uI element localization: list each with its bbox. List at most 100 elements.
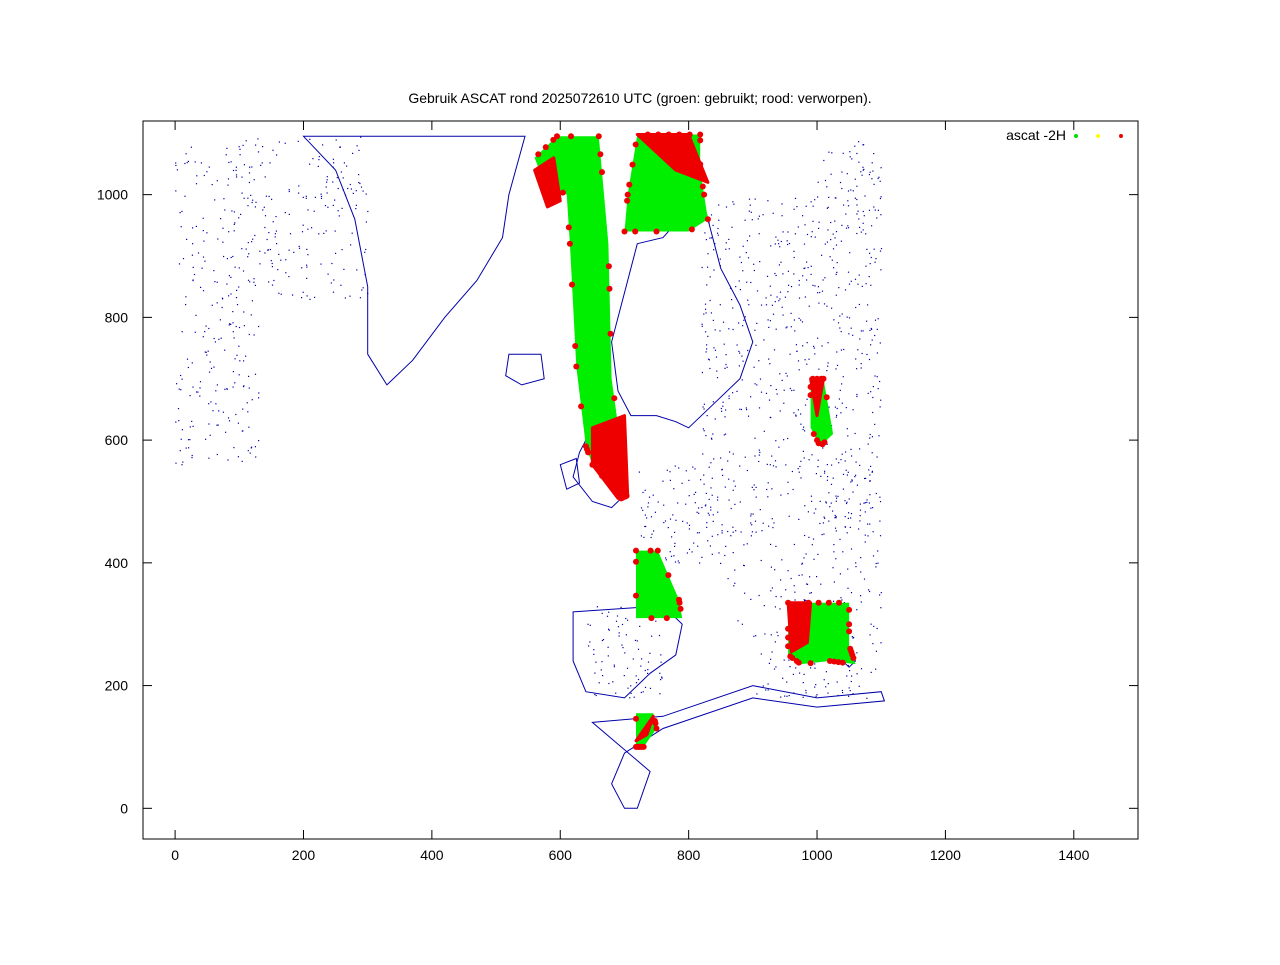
coastline-dot <box>798 279 800 282</box>
coastline-dot <box>775 666 777 668</box>
coastline-dot <box>706 344 708 346</box>
coastline-dot <box>753 484 755 486</box>
coastline-dot <box>762 685 764 687</box>
coastline-dot <box>191 254 193 256</box>
coastline-dot <box>806 583 809 585</box>
coastline-dot <box>746 240 748 242</box>
coastline-dot <box>877 550 879 552</box>
coastline-dot <box>850 680 852 683</box>
coastline-dot <box>622 647 624 649</box>
coastline-dot <box>763 430 765 432</box>
coastline-dot <box>802 428 804 431</box>
coastline-dot <box>722 474 724 476</box>
coastline-dot <box>854 145 856 147</box>
coastline-dot <box>802 275 804 277</box>
rejected-point <box>633 715 639 722</box>
coastline-dot <box>805 553 807 555</box>
used-swath-biscay <box>636 550 683 619</box>
coastline-dot <box>711 553 713 555</box>
coastline-dot <box>778 243 780 245</box>
coastline-dot <box>701 323 703 325</box>
coastline-dot <box>741 355 743 357</box>
rejected-point <box>807 660 814 667</box>
coastline-dot <box>232 255 234 258</box>
coastline-dot <box>189 395 191 397</box>
coastline-dot <box>869 634 871 636</box>
coastline-dot <box>335 252 337 254</box>
coastline-dot <box>365 193 367 195</box>
coastline-dot <box>753 269 755 272</box>
coastline-dot <box>798 471 800 473</box>
coastline-dot <box>236 289 238 291</box>
coastline-dot <box>879 250 882 252</box>
coastline-dot <box>261 162 263 164</box>
coastline-dot <box>779 373 781 375</box>
coastline-dot <box>248 387 250 389</box>
coastline-outline <box>591 685 886 809</box>
coastline-dot <box>243 385 245 387</box>
coastline-dot <box>783 439 785 441</box>
coastline-dot <box>712 319 714 321</box>
coastline-dot <box>653 530 655 532</box>
coastline-dot <box>257 138 259 140</box>
coastline-dot <box>717 234 719 236</box>
coastline-dot <box>306 277 308 279</box>
coastline-dot <box>208 457 210 459</box>
coastline-dot <box>842 152 844 154</box>
coastline-dot <box>241 176 243 178</box>
coastline-dot <box>714 243 716 245</box>
coastline-dot <box>285 259 287 261</box>
coastline-dot <box>710 487 712 489</box>
coastline-dot <box>705 504 707 506</box>
coastline-dot <box>659 672 661 674</box>
coastline-dot <box>791 389 793 392</box>
coastline-dot <box>258 440 260 442</box>
coastline-dot <box>864 195 866 197</box>
coastline-dot <box>783 402 785 404</box>
coastline-dot <box>704 303 707 305</box>
coastline-dot <box>775 274 777 277</box>
coastline-dot <box>814 285 816 287</box>
coastline-dot <box>758 233 760 235</box>
coastline-dot <box>735 530 737 532</box>
coastline-dot <box>229 323 231 325</box>
coastline-dot <box>722 405 724 407</box>
coastline-dot <box>865 265 867 267</box>
coastline-dot <box>714 349 717 351</box>
coastline-dot <box>767 683 769 685</box>
coastline-dot <box>242 386 245 388</box>
coastline-dot <box>775 236 777 238</box>
coastline-dot <box>760 559 762 562</box>
rejected-point <box>785 634 792 641</box>
coastline-dot <box>260 164 262 166</box>
coastline-dot <box>841 689 843 692</box>
coastline-dot <box>211 304 213 306</box>
coastline-dot <box>700 479 702 481</box>
coastline-dot <box>758 454 760 456</box>
coastline-dot <box>356 145 358 147</box>
coastline-dot <box>243 360 245 362</box>
coastline-dot <box>847 435 849 437</box>
coastline-dot <box>665 559 667 561</box>
coastline-dot <box>798 317 800 319</box>
coastline-dot <box>814 236 816 238</box>
rejected-point <box>582 443 589 450</box>
coastline-dot <box>727 460 729 462</box>
rejected-point <box>632 228 639 235</box>
coastline-dot <box>856 198 858 201</box>
coastline-dot <box>227 184 229 186</box>
coastline-dot <box>356 269 358 271</box>
coastline-dot <box>594 693 596 696</box>
coastline-dot <box>208 166 210 168</box>
coastline-dot <box>856 673 858 675</box>
coastline-dot <box>644 489 646 491</box>
rejected-point <box>805 599 812 606</box>
coastline-dot <box>750 396 752 398</box>
coastline-dot <box>770 634 772 636</box>
coastline-dot <box>175 190 177 192</box>
coastline-dot <box>734 569 736 571</box>
coastline-dot <box>629 697 631 699</box>
coastline-dot <box>673 488 675 490</box>
legend: ascat -2H <box>1006 127 1123 143</box>
coastline-dot <box>732 392 734 394</box>
